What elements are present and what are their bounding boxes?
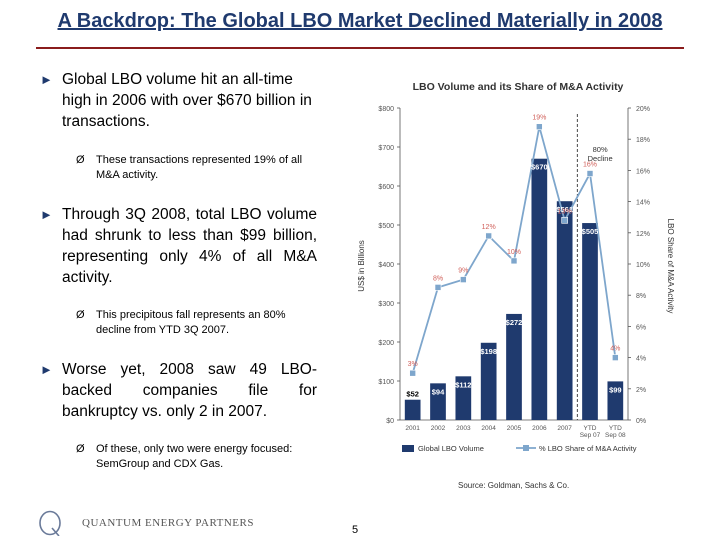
legend-bar-swatch [402,445,414,452]
bar [607,381,624,420]
bar [582,223,598,420]
share-point [510,257,518,265]
sub-bullet-1-text: These transactions represented 19% of al… [96,154,303,181]
share-value-label: 12% [482,224,496,231]
y-axis-label: US$ in Billions [357,240,366,292]
y-tick-label: $100 [378,379,394,386]
x-tick-label: 2007 [557,425,572,432]
y-tick-label: $200 [378,340,394,347]
bullet-3-text: Worse yet, 2008 saw 49 LBO-backed compan… [62,361,317,420]
y2-tick-label: 18% [636,137,650,144]
share-value-label: 16% [583,162,597,169]
y2-tick-label: 10% [636,262,650,269]
page-number: 5 [352,524,359,536]
bar-value-label: $99 [609,385,622,394]
y2-tick-label: 14% [636,200,650,207]
y-tick-label: $600 [378,184,394,191]
y2-tick-label: 0% [636,418,646,425]
sub-bullet-arrow-icon: Ø [76,443,85,455]
decline-annotation-line2: Decline [588,154,613,163]
y2-tick-label: 12% [636,231,650,238]
footer-company-name: QUANTUM ENERGY PARTNERS [82,517,254,529]
share-point [536,123,543,131]
bar-value-label: $505 [582,227,599,236]
y-tick-label: $800 [378,106,394,113]
y-tick-label: $0 [386,418,394,425]
x-tick-label: YTD [584,425,597,432]
share-value-label: 10% [507,249,521,256]
share-value-label: 3% [408,361,418,368]
sub-bullet-arrow-icon: Ø [76,154,85,166]
y2-tick-label: 16% [636,168,650,175]
sub-bullet-arrow-icon: Ø [76,309,85,321]
bar [430,383,446,420]
share-point [561,217,568,224]
bullet-arrow-icon: ► [40,72,53,87]
x-tick-label: 2004 [481,425,496,432]
bar [506,313,522,420]
bar-value-label: $94 [432,387,445,396]
x-tick-sublabel: Sep 08 [605,432,626,439]
x-tick-sublabel: Sep 07 [580,432,601,439]
share-point [485,232,492,240]
bar [455,376,472,420]
x-tick-label: 2006 [532,425,547,432]
share-value-label: 13% [558,208,572,215]
bar-value-label: $198 [480,347,497,356]
share-value-label: 8% [433,275,443,282]
bar-value-label: $112 [455,380,471,389]
share-value-label: 9% [458,268,468,275]
legend-line-label: % LBO Share of M&A Activity [539,444,637,453]
x-tick-label: 2005 [507,425,522,432]
chart-title: LBO Volume and its Share of M&A Activity [413,81,624,93]
y-tick-label: $500 [378,223,394,230]
y-tick-label: $400 [378,262,394,269]
bullet-arrow-icon: ► [40,207,53,222]
x-tick-label: 2001 [405,425,420,432]
bullet-1-text: Global LBO volume hit an all-time high i… [62,71,312,130]
sub-bullet-2-text: This precipitous fall represents an 80% … [96,309,286,336]
share-value-label: 4% [610,346,620,353]
bar-value-label: $670 [531,163,548,172]
share-value-label: 19% [532,115,546,122]
x-tick-label: YTD [609,425,622,432]
share-point [434,284,442,291]
share-point [460,276,467,283]
x-tick-label: 2002 [431,425,446,432]
bullet-arrow-icon: ► [40,362,53,377]
sub-bullet-3-text: Of these, only two were energy focused: … [96,443,293,470]
decline-annotation: 80% [593,145,608,154]
y2-tick-label: 20% [636,106,650,113]
source-note: Source: Goldman, Sachs & Co. [458,481,570,490]
bar-value-label: $561 [556,205,573,214]
y2-tick-label: 8% [636,293,646,300]
quantum-logo-icon [39,510,61,536]
legend-line-marker [523,445,529,451]
y2-tick-label: 4% [636,356,646,363]
bar-value-label: $272 [506,318,523,327]
bar [531,158,548,420]
bullet-2-text: Through 3Q 2008, total LBO volume had sh… [62,206,317,286]
slide-title: A Backdrop: The Global LBO Market Declin… [57,10,663,32]
bar [556,201,573,420]
share-point [612,354,619,361]
legend-bar-label: Global LBO Volume [418,444,484,453]
x-tick-label: 2003 [456,425,471,432]
y2-tick-label: 6% [636,324,646,331]
bar-value-label: $52 [406,390,419,399]
y2-tick-label: 2% [636,387,646,394]
share-point [409,369,416,377]
y2-axis-label: LBO Share of M&A Activity [666,219,675,314]
bar [404,399,421,420]
y-tick-label: $300 [378,301,394,308]
title-divider [36,47,684,49]
lbo-volume-chart: LBO Volume and its Share of M&A Activity… [357,81,675,453]
y-tick-label: $700 [378,145,394,152]
share-point [586,170,594,177]
bar [480,342,497,420]
